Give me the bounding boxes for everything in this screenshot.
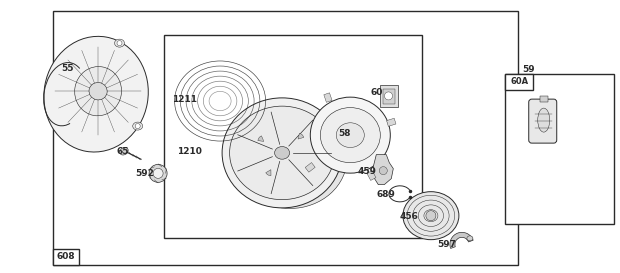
Bar (305, 162, 315, 172)
Text: 459: 459 (358, 167, 377, 176)
Bar (367, 171, 376, 180)
Bar (386, 118, 396, 126)
Text: 608: 608 (56, 252, 75, 261)
Text: 65: 65 (117, 147, 129, 156)
Circle shape (379, 167, 388, 175)
Bar (505, 74, 533, 90)
Ellipse shape (222, 98, 342, 208)
Text: 59: 59 (523, 65, 535, 74)
Ellipse shape (275, 147, 290, 159)
Text: 456: 456 (400, 212, 419, 221)
Text: 1211: 1211 (172, 95, 197, 104)
Bar (540, 96, 547, 102)
Ellipse shape (467, 236, 473, 241)
Ellipse shape (336, 123, 365, 147)
Bar (379, 85, 397, 107)
Ellipse shape (120, 147, 128, 155)
Ellipse shape (74, 67, 122, 116)
Wedge shape (450, 232, 473, 248)
Ellipse shape (229, 106, 335, 200)
Wedge shape (266, 170, 271, 176)
Bar (505, 74, 614, 224)
Circle shape (426, 211, 436, 221)
Text: 689: 689 (377, 190, 396, 199)
Ellipse shape (321, 108, 380, 163)
Circle shape (135, 124, 140, 129)
Text: 597: 597 (438, 240, 457, 249)
Ellipse shape (133, 122, 143, 130)
Circle shape (384, 92, 392, 100)
Text: 60: 60 (371, 88, 383, 97)
Text: 1210: 1210 (177, 147, 202, 156)
Ellipse shape (538, 108, 550, 132)
Circle shape (117, 41, 122, 46)
Wedge shape (258, 136, 264, 141)
Circle shape (149, 164, 167, 182)
Ellipse shape (44, 36, 148, 152)
Bar (53, 11, 518, 265)
Bar (383, 89, 394, 104)
Text: 58: 58 (339, 129, 351, 138)
Bar (324, 93, 332, 102)
FancyBboxPatch shape (529, 99, 557, 143)
Text: 592: 592 (135, 169, 154, 178)
Bar (53, 249, 79, 265)
Polygon shape (373, 155, 393, 185)
Ellipse shape (310, 97, 391, 173)
Bar (164, 35, 422, 238)
Circle shape (153, 168, 163, 178)
Ellipse shape (89, 82, 107, 100)
Ellipse shape (403, 192, 459, 240)
Ellipse shape (233, 107, 347, 209)
Wedge shape (298, 133, 304, 139)
Text: 60A: 60A (510, 77, 528, 86)
Ellipse shape (115, 39, 125, 47)
Text: 55: 55 (61, 64, 73, 73)
Text: eReplacementParts.com: eReplacementParts.com (167, 135, 354, 149)
